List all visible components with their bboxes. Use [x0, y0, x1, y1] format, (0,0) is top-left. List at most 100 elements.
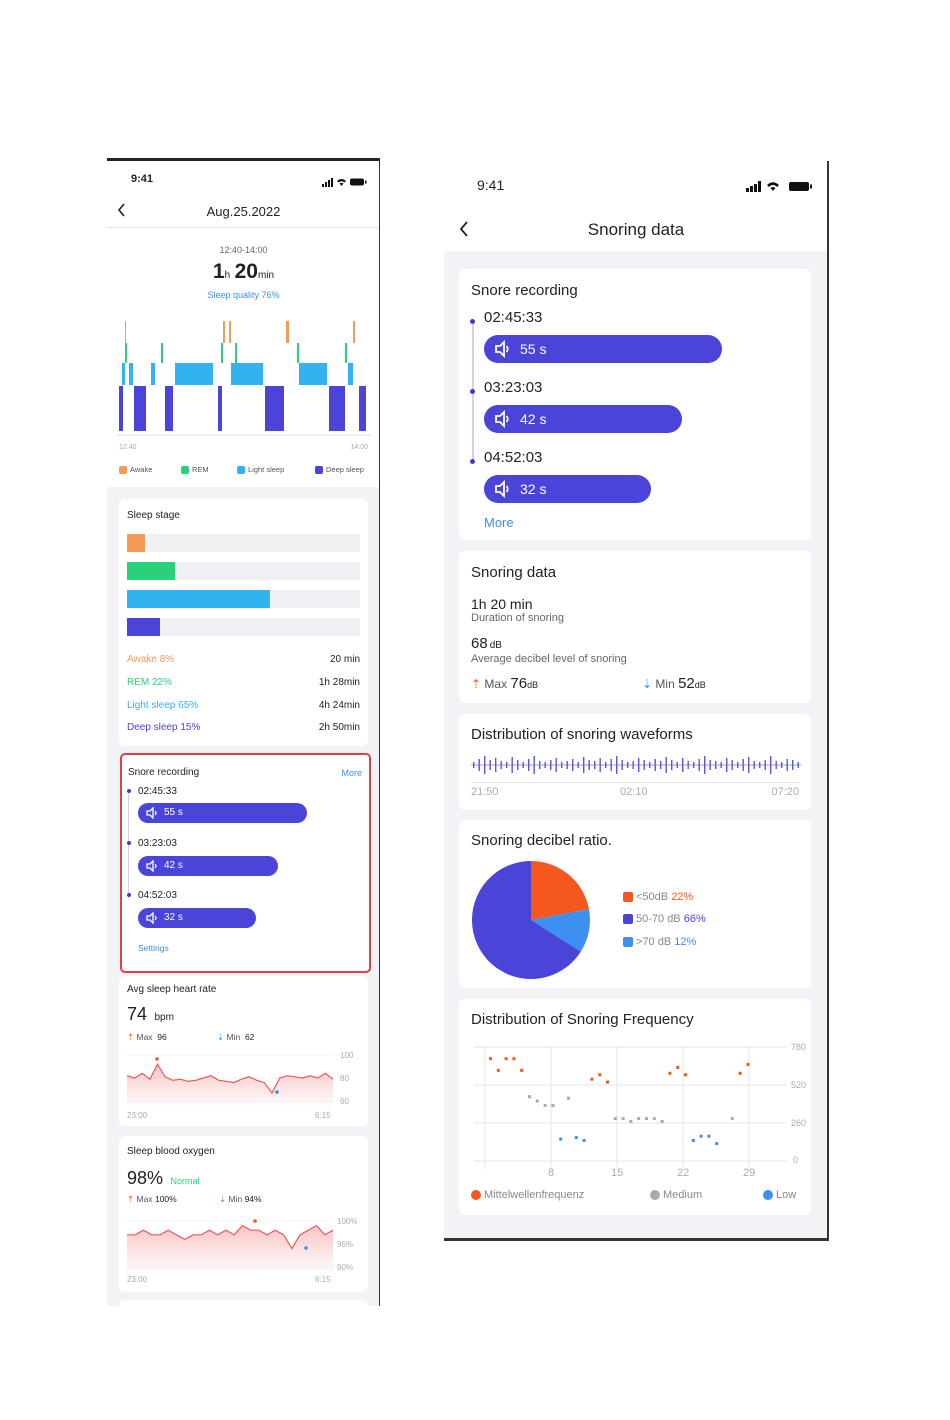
- ratio-legend-1: <50dB 22%: [623, 891, 693, 903]
- freq-point: [520, 1068, 524, 1072]
- snore-play-button-3[interactable]: 32 s: [138, 908, 256, 928]
- snoring-avg-unit: dB: [489, 640, 502, 651]
- wave-bar: [764, 760, 766, 770]
- back-icon[interactable]: [458, 221, 470, 237]
- wave-bar: [775, 761, 777, 769]
- speaker-icon: [146, 803, 158, 823]
- wave-bar: [781, 762, 783, 768]
- stage-deep-value: 2h 50min: [318, 722, 360, 733]
- freq-point: [691, 1139, 695, 1142]
- wave-bar: [473, 762, 475, 768]
- wave-bar: [627, 762, 629, 768]
- hypno-awake: [125, 321, 126, 343]
- wave-bar: [506, 762, 508, 768]
- duration-minutes: 20: [234, 260, 258, 283]
- snore-timeline: [128, 791, 129, 899]
- waveform-x-end: 07:20: [771, 786, 799, 798]
- snore-play-button-1[interactable]: 55 s: [484, 335, 722, 363]
- time-range: 12:40-14:00: [219, 245, 268, 255]
- snore-more-link[interactable]: More: [484, 515, 514, 530]
- stage-track: [127, 534, 360, 552]
- stage-track: [127, 562, 360, 580]
- left-phone: 9:41 Aug.25.2022 12:40-14:00 1h 20min Sl…: [107, 158, 380, 1306]
- wave-bar: [528, 759, 530, 771]
- freq-point: [543, 1104, 547, 1107]
- snore-play-button-1[interactable]: 55 s: [138, 803, 307, 823]
- wave-bar: [665, 757, 667, 773]
- wave-bar: [715, 761, 717, 769]
- wave-bar: [478, 759, 480, 771]
- oxygen-min: ⇣ Min 94%: [219, 1194, 262, 1204]
- blood-oxygen-card: Sleep blood oxygen 98% Normal ⇡ Max 100%…: [119, 1136, 368, 1292]
- heart-min-point: [275, 1090, 279, 1094]
- wave-bar: [792, 760, 794, 770]
- freq-xtick: 22: [677, 1167, 689, 1179]
- wave-bar: [495, 758, 497, 772]
- snoring-duration: 1h 20 min: [471, 596, 533, 612]
- heart-unit: bpm: [154, 1012, 174, 1023]
- snore-dur-2: 42 s: [520, 411, 547, 427]
- snore-settings-link[interactable]: Settings: [138, 943, 169, 953]
- snore-more-link[interactable]: More: [341, 768, 362, 778]
- wave-bar: [704, 756, 706, 774]
- freq-point: [582, 1139, 586, 1142]
- heart-max-point: [155, 1057, 159, 1061]
- wave-bar: [709, 760, 711, 770]
- freq-point: [738, 1071, 742, 1075]
- freq-point: [496, 1068, 500, 1072]
- right-header-area: [444, 161, 828, 251]
- hypno-awake: [229, 321, 231, 343]
- snoring-duration-label: Duration of snoring: [471, 612, 564, 624]
- status-icons: [744, 179, 814, 192]
- snoring-min: ⇣ Min 52dB: [642, 675, 706, 692]
- right-phone-edge: [827, 161, 829, 1241]
- pie-slice: [531, 861, 589, 920]
- sleep-stage-title: Sleep stage: [127, 510, 180, 521]
- heart-min: ⇣ Min 62: [217, 1032, 255, 1042]
- timeline-dot: [127, 841, 131, 845]
- freq-point: [567, 1096, 570, 1100]
- freq-point: [629, 1120, 633, 1123]
- timeline-dot: [470, 319, 475, 324]
- duration-h-unit: h: [224, 270, 231, 281]
- snore-dur-3: 32 s: [520, 481, 547, 497]
- speaker-icon: [494, 475, 512, 503]
- freq-point: [660, 1120, 664, 1123]
- waveform-card: Distribution of snoring waveforms 21:50 …: [459, 714, 811, 810]
- snore-play-button-2[interactable]: 42 s: [138, 856, 278, 876]
- snore-play-button-3[interactable]: 32 s: [484, 475, 651, 503]
- oxygen-value: 98%: [127, 1168, 164, 1188]
- freq-point: [504, 1057, 508, 1061]
- speaker-icon: [146, 908, 158, 928]
- freq-point: [606, 1080, 609, 1084]
- back-icon[interactable]: [117, 203, 127, 217]
- max-arrow-icon: ⇡: [127, 1032, 135, 1042]
- snoring-max: ⇡ Max 76dB: [471, 675, 539, 692]
- oxygen-status: Normal: [170, 1176, 200, 1186]
- snore-time-3: 04:52:03: [484, 449, 543, 466]
- freq-xtick: 29: [743, 1167, 755, 1179]
- oxygen-value-row: 98% Normal: [127, 1168, 200, 1189]
- stage-awake-value: 20 min: [329, 654, 360, 665]
- stage-bar-rem: [127, 562, 176, 580]
- left-header-area: [107, 161, 380, 487]
- stage-light-value: 4h 24min: [318, 700, 360, 711]
- stage-bar-light-sleep: [127, 590, 271, 608]
- freq-ytick: 260: [791, 1118, 806, 1128]
- freq-legend-1: Mittelwellenfrequenz: [471, 1189, 584, 1201]
- wave-bar: [594, 761, 596, 769]
- header-divider: [107, 227, 380, 228]
- wave-bar: [566, 761, 568, 769]
- snore-play-button-2[interactable]: 42 s: [484, 405, 682, 433]
- hypno-rem: [221, 343, 223, 363]
- decibel-ratio-card: Snoring decibel ratio. <50dB 22% 50-70 d…: [459, 820, 811, 988]
- hypno-deep: [329, 386, 345, 431]
- heart-title: Avg sleep heart rate: [127, 984, 217, 995]
- oxygen-min-point: [304, 1246, 308, 1250]
- frequency-card: Distribution of Snoring Frequency 780 52…: [459, 999, 811, 1215]
- hypno-legend: Awake REM Light sleep Deep sleep: [117, 465, 377, 477]
- hypno-awake: [353, 321, 355, 343]
- hypno-rem: [345, 343, 347, 363]
- duration-m-unit: min: [257, 270, 275, 281]
- wave-bar: [583, 757, 585, 773]
